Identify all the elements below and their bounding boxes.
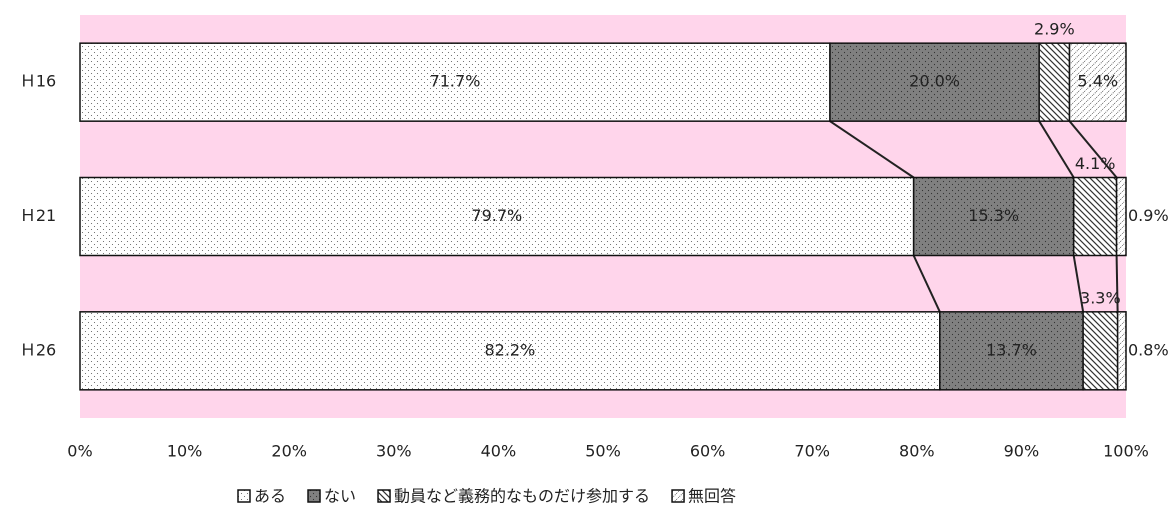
bar-segment — [1115, 176, 1127, 257]
connector-line — [829, 120, 915, 179]
data-label: 82.2% — [484, 340, 535, 359]
connector-line — [1068, 120, 1118, 179]
data-label: 2.9% — [1034, 20, 1075, 39]
x-tick-label: 90% — [1004, 442, 1040, 461]
bar-segment — [1068, 42, 1127, 122]
legend-swatch — [377, 489, 391, 503]
bar-segment — [1116, 311, 1127, 391]
x-tick-label: 30% — [376, 442, 412, 461]
bar-segment — [829, 42, 1040, 122]
legend-swatch — [237, 489, 251, 503]
bar-segment — [79, 176, 915, 257]
data-label: 3.3% — [1080, 288, 1121, 307]
x-tick-label: 10% — [167, 442, 203, 461]
legend-label: ない — [324, 487, 356, 506]
bar-segment — [1082, 311, 1119, 391]
connector-line — [912, 255, 941, 313]
data-label: 15.3% — [968, 206, 1019, 225]
y-tick-label: Ｈ26 — [20, 340, 56, 359]
bar-segment — [939, 311, 1084, 391]
data-label: 5.4% — [1077, 72, 1118, 91]
x-tick-label: 20% — [271, 442, 307, 461]
data-label: 4.1% — [1075, 154, 1116, 173]
connector-line — [1115, 255, 1119, 312]
legend-label: ある — [254, 487, 286, 506]
x-tick-label: 60% — [690, 442, 726, 461]
x-tick-label: 40% — [481, 442, 517, 461]
x-tick-label: 100% — [1103, 442, 1149, 461]
x-tick-label: 80% — [899, 442, 935, 461]
bar-segment — [1072, 176, 1118, 257]
legend-swatch — [671, 489, 685, 503]
legend-label: 動員など義務的なものだけ参加する — [394, 487, 650, 506]
data-label: 79.7% — [471, 206, 522, 225]
data-label: 0.9% — [1128, 206, 1169, 225]
x-tick-label: 70% — [794, 442, 830, 461]
y-tick-label: Ｈ21 — [20, 206, 56, 225]
connector-line — [1038, 120, 1075, 179]
bar-segment — [912, 176, 1075, 257]
legend-label: 無回答 — [688, 487, 736, 506]
data-label: 20.0% — [909, 72, 960, 91]
data-label: 13.7% — [986, 340, 1037, 359]
data-label: 71.7% — [430, 72, 481, 91]
connector-line — [1072, 255, 1085, 312]
bar-segment — [1038, 42, 1071, 122]
bar-segment — [79, 311, 941, 391]
y-tick-label: Ｈ16 — [20, 72, 56, 91]
legend-swatch — [307, 489, 321, 503]
x-tick-label: 0% — [67, 442, 92, 461]
data-label: 0.8% — [1128, 340, 1169, 359]
x-tick-label: 50% — [585, 442, 621, 461]
